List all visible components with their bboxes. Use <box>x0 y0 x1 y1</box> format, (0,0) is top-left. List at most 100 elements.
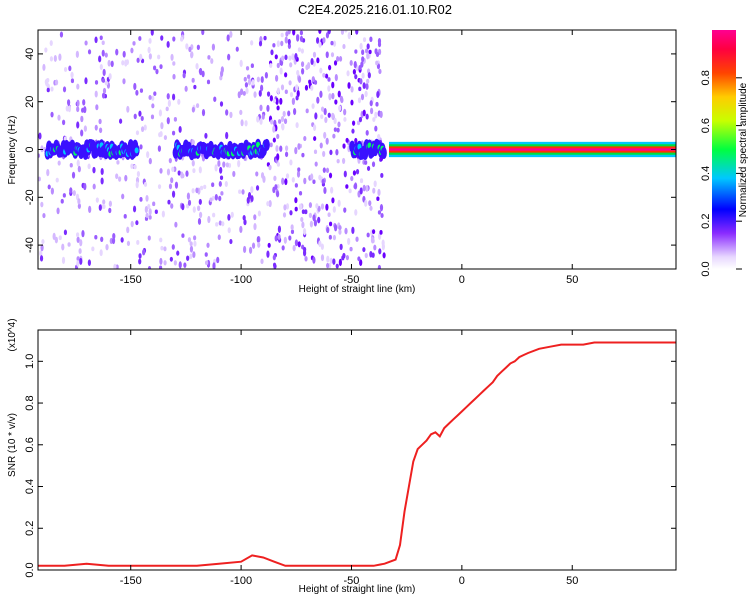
spectrogram-noise-cell <box>133 164 137 170</box>
spectrogram-noise-cell <box>343 108 347 116</box>
spectrogram-noise-cell <box>308 202 313 209</box>
snr-series-line <box>38 341 676 567</box>
spectrogram-noise-cell <box>76 99 80 107</box>
spectrogram-noise-cell <box>193 84 197 90</box>
spectrogram-noise-cell <box>135 130 140 136</box>
spectrogram-noise-cell <box>306 62 311 70</box>
spectrogram-noise-cell <box>237 159 241 168</box>
spectrogram-noise-cell <box>296 34 300 42</box>
spectrogram-noise-cell <box>176 250 180 256</box>
spectrogram-noise-cell <box>365 83 369 90</box>
spectrogram-noise-cell <box>304 255 308 262</box>
spectrogram-noise-cell <box>336 56 340 62</box>
spectrogram-noise-cell <box>276 133 280 140</box>
spectrogram-noise-cell <box>193 235 197 241</box>
spectrogram-y-axis-label: Frequency (Hz) <box>7 116 18 185</box>
spectrogram-noise-cell <box>189 253 193 260</box>
spectrogram-noise-cell <box>47 184 51 190</box>
spectrogram-noise-cell <box>288 80 292 86</box>
spectrogram-noise-cell <box>325 167 330 174</box>
spectrogram-noise-cell <box>55 177 59 183</box>
spectrogram-noise-cell <box>319 90 323 98</box>
spectrogram-noise-cell <box>247 78 252 86</box>
spectrogram-noise-cell <box>229 111 233 119</box>
spectrogram-noise-cell <box>189 241 193 247</box>
spectrogram-noise-cell <box>318 30 322 34</box>
spectrogram-noise-cell <box>337 90 341 98</box>
spectrogram-noise-cell <box>295 122 299 129</box>
signal-cell-core <box>134 147 139 154</box>
colorbar-tick-label: 0.4 <box>700 166 712 181</box>
spectrogram-noise-cell <box>239 225 243 234</box>
spectrogram-noise-cell <box>54 79 59 86</box>
spectrogram-noise-cell <box>87 163 91 170</box>
spectrogram-signal-segment <box>349 138 387 161</box>
spectrogram-noise-cell <box>104 52 108 58</box>
spectrogram-x-tick-label: -50 <box>344 274 360 286</box>
spectrogram-noise-cell <box>94 36 98 44</box>
spectrogram-noise-cell <box>280 32 284 38</box>
spectrogram-y-tick-label: 20 <box>24 96 36 108</box>
spectrogram-noise-cell <box>298 190 303 196</box>
spectrogram-noise-cell <box>342 43 346 50</box>
spectrogram-noise-cell <box>374 111 378 119</box>
spectrogram-noise-cell <box>122 78 126 85</box>
spectrogram-noise-cell <box>362 184 366 192</box>
spectrogram-noise-cell <box>272 125 276 133</box>
spectrogram-noise-cell <box>112 233 116 240</box>
spectrogram-noise-cell <box>171 244 175 250</box>
spectrogram-noise-cell <box>362 82 366 90</box>
spectrogram-noise-cell <box>316 57 320 64</box>
spectrogram-noise-cell <box>302 228 307 236</box>
spectrogram-noise-cell <box>308 79 312 85</box>
spectrogram-noise-cell <box>76 256 80 262</box>
spectrogram-noise-cell <box>329 149 333 156</box>
spectrogram-noise-cell <box>362 109 366 117</box>
spectrogram-noise-cell <box>324 116 328 124</box>
spectrogram-noise-cell <box>338 229 342 235</box>
spectrogram-noise-cell <box>343 170 347 178</box>
spectrogram-noise-cell <box>272 186 276 194</box>
spectrogram-noise-cell <box>355 168 360 175</box>
spectrogram-noise-cell <box>168 183 173 190</box>
spectrogram-noise-cell <box>49 56 54 62</box>
spectrogram-noise-cell <box>322 150 326 157</box>
spectrogram-noise-cell <box>148 37 152 44</box>
spectrogram-noise-cell <box>372 117 376 123</box>
spectrogram-noise-cell <box>335 263 339 269</box>
spectrogram-noise-cell <box>339 95 344 102</box>
spectrogram-noise-cell <box>266 201 270 207</box>
spectrogram-noise-cell <box>312 179 316 184</box>
spectrogram-noise-cell <box>139 144 143 150</box>
spectrogram-noise-cell <box>191 188 195 194</box>
spectrogram-noise-cell <box>118 176 122 182</box>
spectrogram-noise-cell <box>300 48 305 54</box>
spectrogram-noise-cell <box>330 52 335 58</box>
spectrogram-noise-cell <box>343 116 347 122</box>
spectrogram-noise-cell <box>266 104 270 112</box>
spectrogram-noise-cell <box>318 174 322 181</box>
spectrogram-noise-cell <box>133 113 137 120</box>
spectrogram-noise-cell <box>294 239 299 247</box>
spectrogram-noise-cell <box>217 160 221 167</box>
spectrogram-noise-cell <box>76 260 80 267</box>
spectrogram-noise-cell <box>364 252 368 259</box>
spectrogram-noise-cell <box>239 88 244 96</box>
spectrogram-noise-cell <box>279 67 283 75</box>
spectrogram-noise-cell <box>354 209 358 216</box>
spectrogram-noise-cell <box>374 125 378 132</box>
spectrogram-noise-cell <box>57 114 61 121</box>
spectrogram-noise-cell <box>332 206 336 213</box>
spectrogram-noise-cell <box>102 204 106 210</box>
spectrogram-noise-cell <box>78 248 82 255</box>
spectrogram-noise-cell <box>280 40 284 47</box>
spectrogram-signal-segment <box>172 138 270 161</box>
colorbar-label: Normalized spectral amplitude <box>738 82 749 217</box>
spectrogram-noise-cell <box>92 183 96 190</box>
spectrogram-noise-cell <box>282 110 286 117</box>
spectrogram-noise-cell <box>92 166 96 174</box>
spectrogram-noise-cell <box>136 57 140 63</box>
spectrogram-noise-cell <box>130 47 134 54</box>
spectrogram-noise-cell <box>272 262 277 268</box>
spectrogram-noise-cell <box>303 177 307 185</box>
